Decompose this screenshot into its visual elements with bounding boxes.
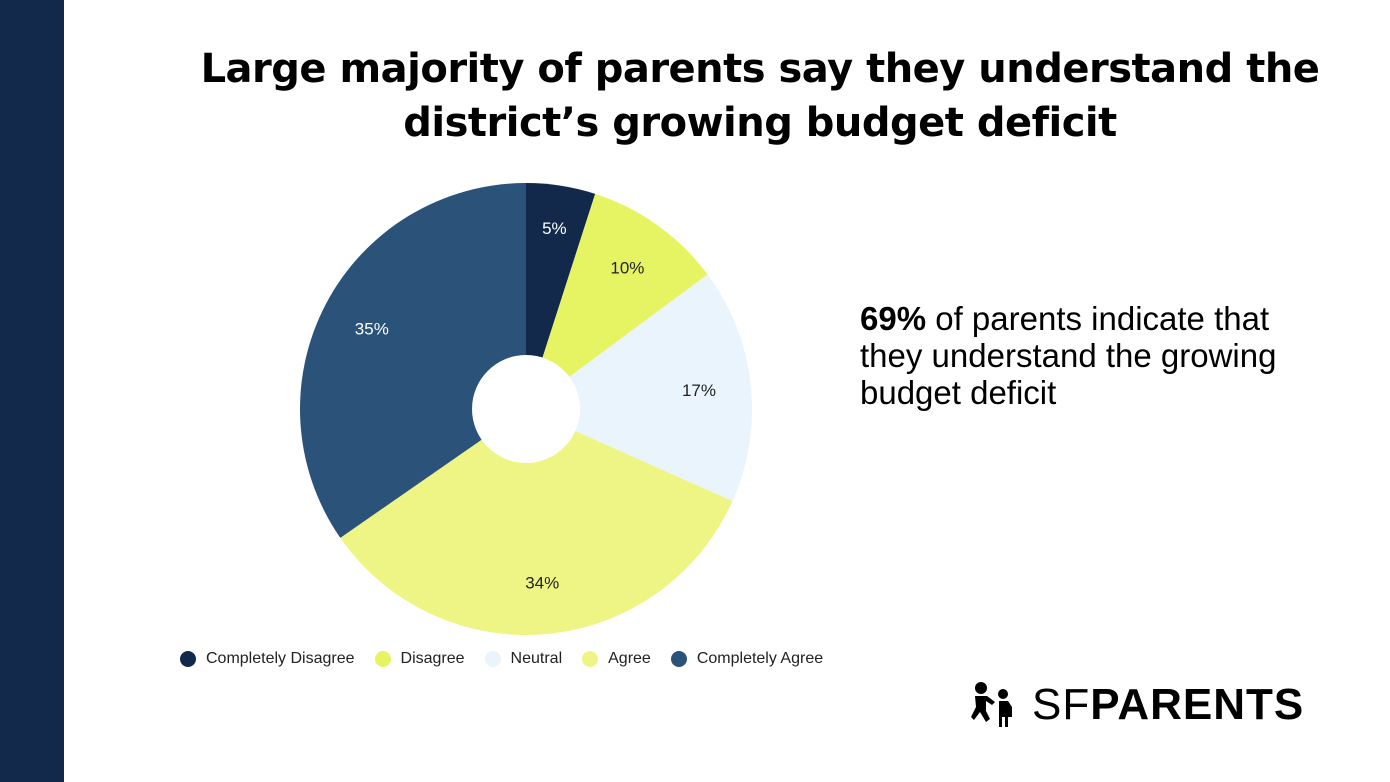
parent-child-icon (971, 682, 1012, 727)
sidebar-band (0, 0, 64, 782)
slice-label: 35% (355, 319, 389, 338)
slice-label: 34% (525, 573, 559, 592)
slice-completely-agree (299, 183, 526, 538)
legend-swatch (180, 651, 196, 667)
legend-label: Completely Disagree (206, 650, 355, 667)
legend-item: Agree (582, 650, 651, 668)
slice-completely-disagree (526, 183, 596, 409)
callout-body: of parents indicate that they understand… (860, 300, 1277, 411)
slice-neutral (526, 274, 752, 502)
sfparents-logo: SFPARENTS (970, 680, 1304, 730)
slice-agree (340, 409, 733, 635)
legend-label: Disagree (400, 650, 465, 667)
legend-swatch (484, 651, 501, 667)
slice-label: 17% (682, 381, 716, 400)
donut-hole (472, 355, 580, 463)
slice-label: 10% (610, 259, 644, 278)
legend-item: Completely Agree (670, 650, 824, 668)
legend: Completely Disagree Disagree Neutral Agree C… (180, 650, 823, 668)
legend-item: Completely Disagree (180, 650, 355, 668)
legend-item: Neutral (484, 650, 563, 668)
legend-label: Neutral (510, 650, 563, 667)
legend-label: Agree (608, 650, 651, 667)
legend-swatch (670, 651, 687, 667)
legend-item: Disagree (374, 650, 465, 668)
legend-swatch (582, 651, 599, 667)
callout-percent: 69% (860, 300, 927, 337)
logo-parents: PARENTS (1090, 680, 1305, 729)
logo-sf: SF (1032, 680, 1091, 729)
legend-swatch (374, 651, 391, 667)
callout-text: 69% of parents indicate that they unders… (860, 300, 1340, 411)
legend-label: Completely Agree (696, 650, 824, 667)
slice-label: 5% (542, 219, 567, 238)
slice-disagree (526, 193, 708, 409)
page-title: Large majority of parents say they under… (200, 46, 1320, 146)
